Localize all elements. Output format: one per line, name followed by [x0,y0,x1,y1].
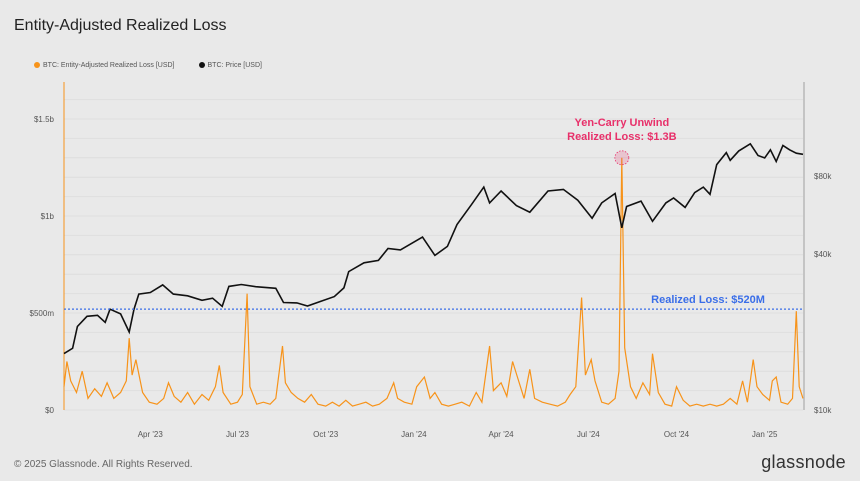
peak-annotation-label: Yen-Carry Unwind [574,117,669,129]
legend-label: BTC: Entity-Adjusted Realized Loss [USD] [43,62,175,69]
y-right-tick-label: $10k [814,406,832,415]
x-tick-label: Oct '24 [664,430,690,439]
x-tick-label: Apr '23 [138,430,164,439]
legend-label: BTC: Price [USD] [207,62,262,69]
x-tick-label: Oct '23 [313,430,339,439]
y-right-tick-label: $80k [814,172,832,181]
x-tick-label: Jan '25 [752,430,778,439]
x-tick-label: Jul '23 [226,430,249,439]
y-left-tick-label: $1.5b [34,115,55,124]
legend-dot-icon [34,62,40,68]
y-left-tick-label: $1b [41,212,55,221]
y-right-tick-label: $40k [814,250,832,259]
legend-dot-icon [198,62,205,68]
copyright: © 2025 Glassnode. All Rights Reserved. [14,459,193,470]
peak-marker [614,150,630,166]
legend-item-price[interactable]: BTC: Price [USD] [198,62,262,69]
legend: BTC: Entity-Adjusted Realized Loss [USD]… [34,62,262,69]
legend-item-realized-loss[interactable]: BTC: Entity-Adjusted Realized Loss [USD] [34,62,175,69]
threshold-label: Realized Loss: $520M [651,294,765,306]
price-line [63,142,804,355]
y-left-tick-label: $0 [45,406,54,415]
peak-annotation-label: Realized Loss: $1.3B [567,131,676,143]
y-left-tick-label: $500m [30,309,55,318]
x-tick-label: Apr '24 [489,430,515,439]
x-tick-label: Jul '24 [577,430,600,439]
x-tick-label: Jan '24 [401,430,427,439]
brand-logo: glassnode [761,452,846,472]
realized-loss-line [63,157,804,407]
chart-title: Entity-Adjusted Realized Loss [14,17,227,34]
